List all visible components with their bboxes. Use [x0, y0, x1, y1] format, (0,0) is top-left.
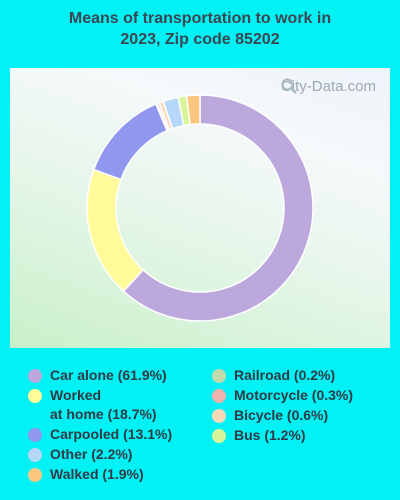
- legend-label-walked: Walked (1.9%): [50, 466, 144, 482]
- legend-swatch-bicycle: [212, 409, 226, 423]
- donut-chart: [86, 94, 314, 322]
- watermark-text: City-Data.com: [280, 78, 376, 95]
- legend-column-1: Car alone (61.9%) Worked at home (18.7%) C…: [28, 366, 172, 485]
- legend-column-2: Railroad (0.2%) Motorcycle (0.3%) Bicycle …: [212, 366, 353, 446]
- slice-walked: [185, 94, 201, 126]
- legend-swatch-worked-at-home: [28, 389, 42, 403]
- legend-item-carpooled: Carpooled (13.1%): [28, 425, 172, 444]
- legend-swatch-motorcycle: [212, 389, 226, 403]
- legend-item-other: Other (2.2%): [28, 445, 172, 464]
- watermark: City-Data.com: [281, 78, 376, 95]
- legend-label-worked-at-home: Worked at home (18.7%): [50, 387, 157, 422]
- legend-swatch-railroad: [212, 369, 226, 383]
- legend-label-railroad: Railroad (0.2%): [234, 367, 336, 383]
- legend-label-other: Other (2.2%): [50, 446, 133, 462]
- slice-worked-at-home: [86, 168, 145, 293]
- slice-car-alone: [122, 94, 314, 322]
- legend-label-carpooled: Carpooled (13.1%): [50, 426, 173, 442]
- legend-label-bus: Bus (1.2%): [234, 427, 306, 443]
- legend-swatch-walked: [28, 468, 42, 482]
- legend-swatch-carpooled: [28, 428, 42, 442]
- legend-swatch-car-alone: [28, 369, 42, 383]
- chart-title-line-1: Means of transportation to work in: [68, 10, 332, 27]
- legend-swatch-other: [28, 448, 42, 462]
- legend-item-bus: Bus (1.2%): [212, 426, 353, 445]
- legend-item-railroad: Railroad (0.2%): [212, 366, 353, 385]
- chart-title-line-2: 2023, Zip code 85202: [120, 31, 280, 48]
- legend-swatch-bus: [212, 429, 226, 443]
- legend-item-motorcycle: Motorcycle (0.3%): [212, 386, 353, 405]
- slice-carpooled: [92, 103, 169, 181]
- legend-item-worked-at-home: Worked at home (18.7%): [28, 386, 172, 424]
- legend-label-car-alone: Car alone (61.9%): [50, 367, 167, 383]
- legend-item-walked: Walked (1.9%): [28, 465, 172, 484]
- chart-title: Means of transportation to work in 2023,…: [0, 8, 400, 50]
- legend-item-car-alone: Car alone (61.9%): [28, 366, 172, 385]
- magnifier-icon: [281, 78, 297, 94]
- legend-item-bicycle: Bicycle (0.6%): [212, 406, 353, 425]
- plot-area: City-Data.com: [10, 68, 390, 348]
- legend-label-motorcycle: Motorcycle (0.3%): [234, 387, 354, 403]
- legend-label-bicycle: Bicycle (0.6%): [234, 407, 329, 423]
